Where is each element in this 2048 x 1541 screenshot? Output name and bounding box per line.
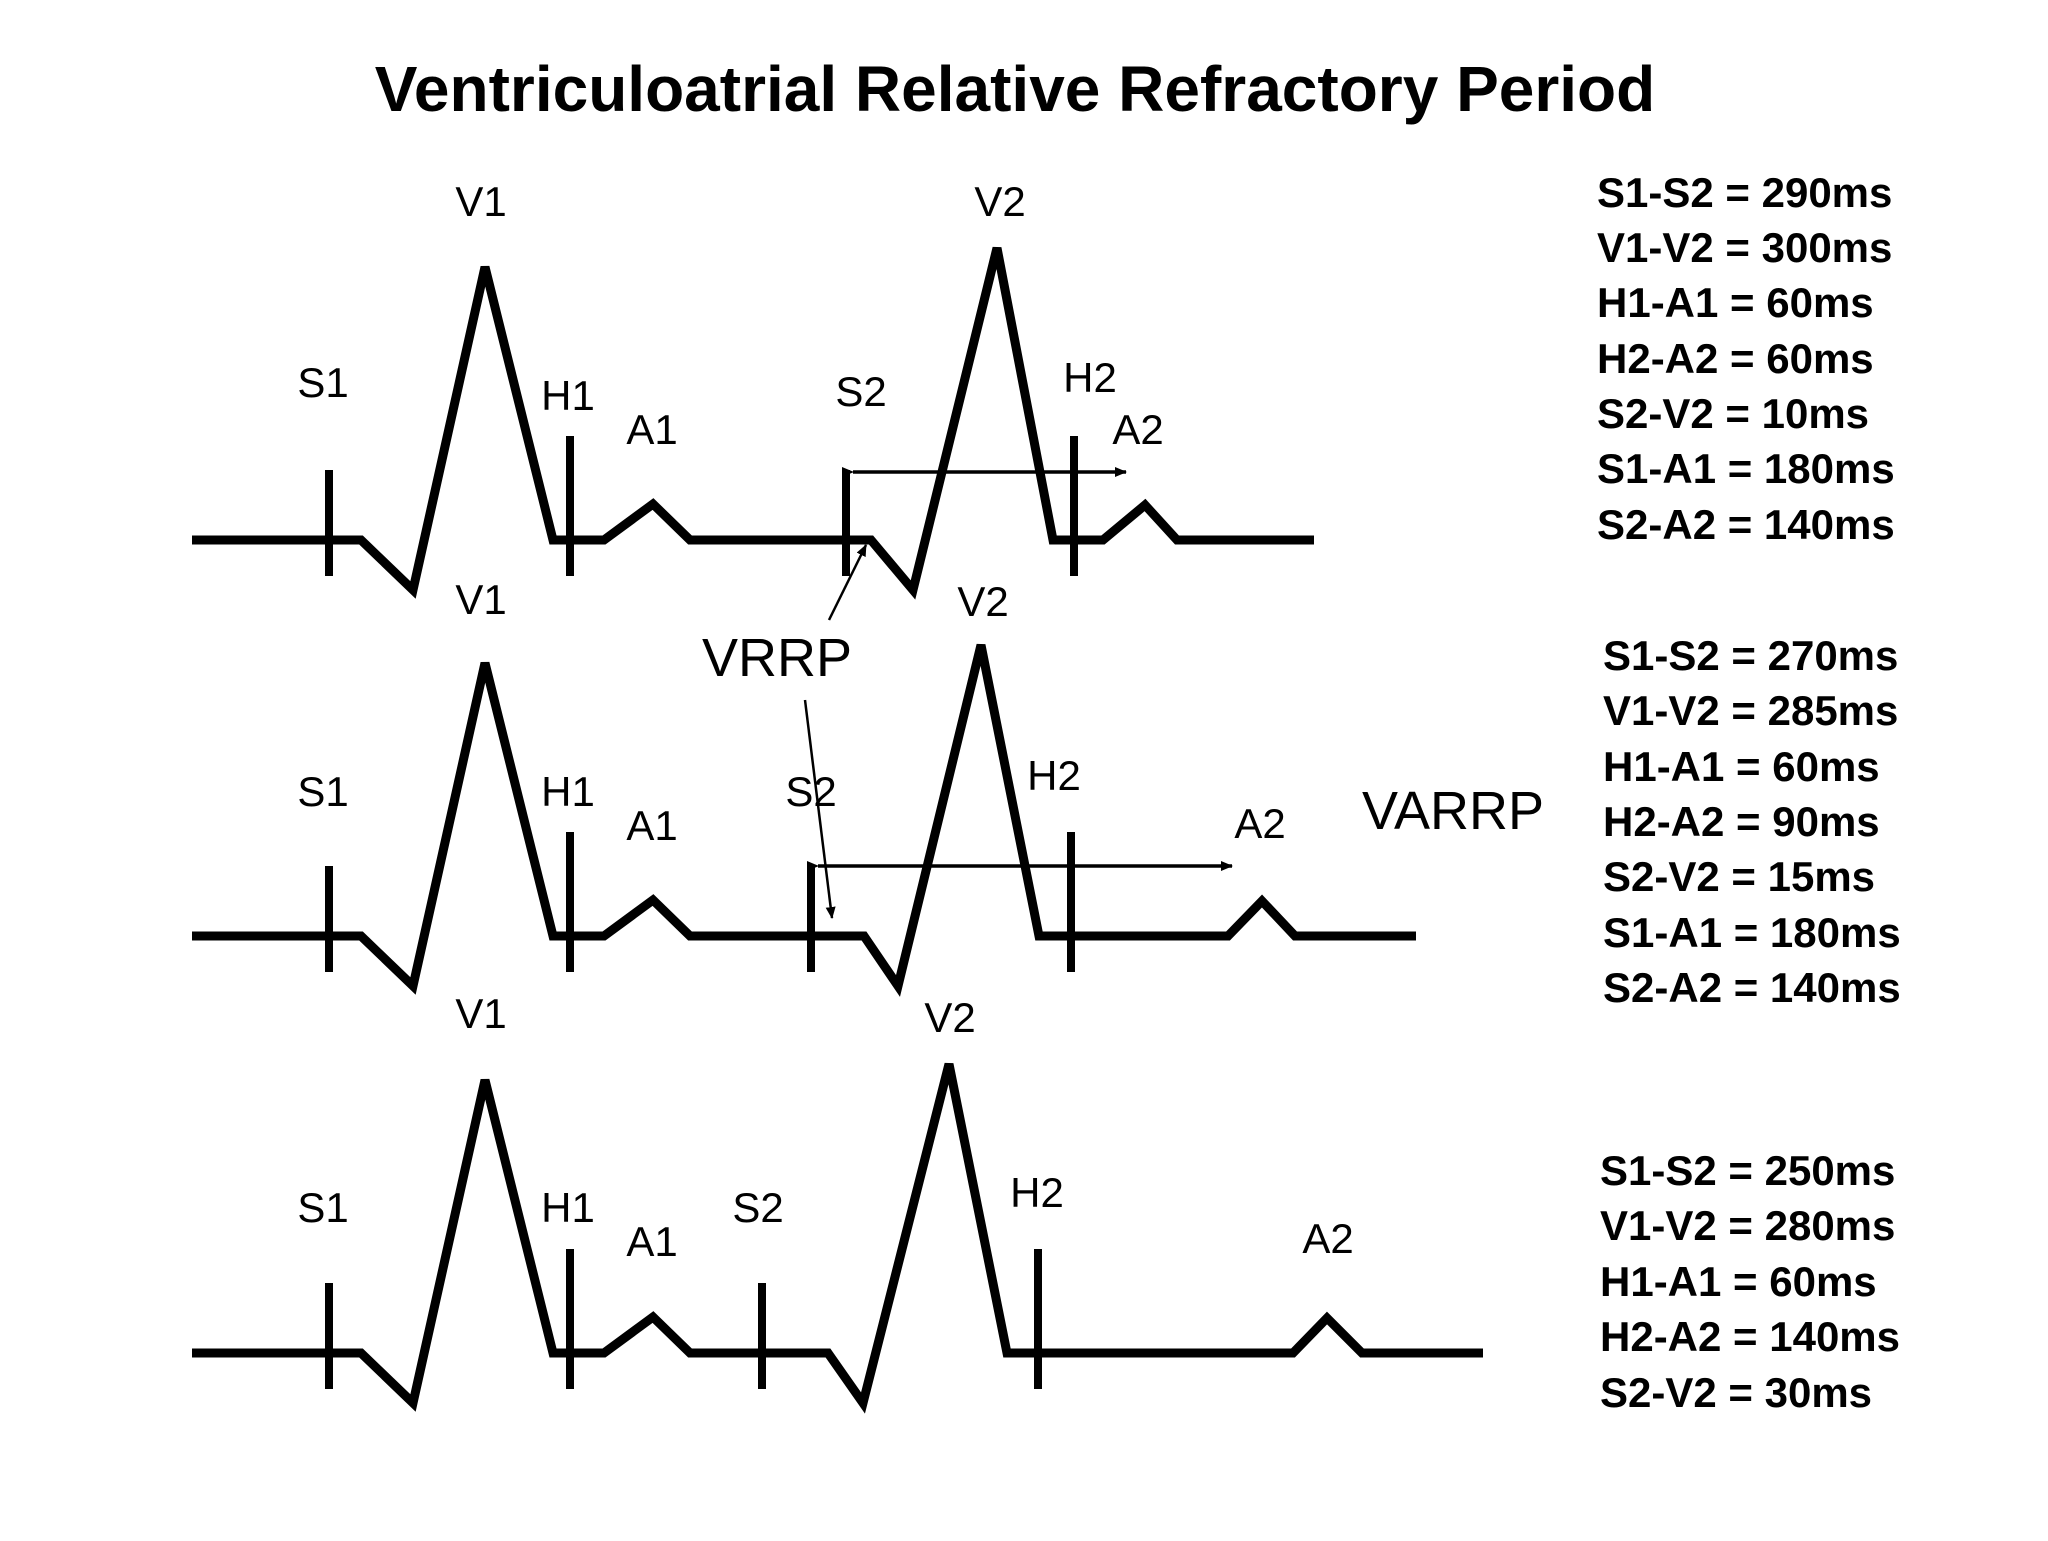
panel-3-measurements: S1-S2 = 250ms V1-V2 = 280ms H1-A1 = 60ms… <box>1600 1147 1900 1416</box>
panel-1-measurement: S2-V2 = 10ms <box>1597 390 1869 437</box>
panel-2-label-h2: H2 <box>1027 752 1081 799</box>
panel-1-label-s2: S2 <box>835 368 886 415</box>
panel-2-measurement: S2-V2 = 15ms <box>1603 853 1875 900</box>
panel-3-label-h2: H2 <box>1010 1169 1064 1216</box>
panel-2-measurement: V1-V2 = 285ms <box>1603 687 1898 734</box>
panel-3-label-h1: H1 <box>541 1184 595 1231</box>
panel-2-measurement: S1-S2 = 270ms <box>1603 632 1898 679</box>
panel-1-measurement: V1-V2 = 300ms <box>1597 224 1892 271</box>
vrrp-label: VRRP <box>702 628 852 688</box>
panel-1-label-h1: H1 <box>541 372 595 419</box>
panel-2-ecg-trace <box>192 643 1416 997</box>
panel-3-label-a2: A2 <box>1302 1215 1353 1262</box>
vrrp-pointer-upper <box>827 544 868 621</box>
panel-2-label-v2: V2 <box>957 578 1008 625</box>
vrrp-annotation: VRRP <box>702 544 868 919</box>
panel-1-label-a1: A1 <box>626 406 677 453</box>
panel-3-measurement: H1-A1 = 60ms <box>1600 1258 1877 1305</box>
panel-1-measurements: S1-S2 = 290ms V1-V2 = 300ms H1-A1 = 60ms… <box>1597 169 1895 548</box>
panel-3-label-s1: S1 <box>297 1184 348 1231</box>
panel-1-measurement: H2-A2 = 60ms <box>1597 335 1874 382</box>
panel-2-measurement: H2-A2 = 90ms <box>1603 798 1880 845</box>
panel-2-measurement: H1-A1 = 60ms <box>1603 743 1880 790</box>
panel-1-label-h2: H2 <box>1063 354 1117 401</box>
panel-2-label-h1: H1 <box>541 768 595 815</box>
panel-3-label-v1: V1 <box>455 990 506 1037</box>
panel-3-label-a1: A1 <box>626 1218 677 1265</box>
panel-1-label-a2: A2 <box>1112 406 1163 453</box>
panel-2-label-s2: S2 <box>785 768 836 815</box>
panel-3-label-v2: V2 <box>924 994 975 1041</box>
panel-2-label-v1: V1 <box>455 576 506 623</box>
panel-1-measurement: S2-A2 = 140ms <box>1597 501 1895 548</box>
panel-3-measurement: S2-V2 = 30ms <box>1600 1369 1872 1416</box>
panel-3-label-s2: S2 <box>732 1184 783 1231</box>
panel-2-measurement: S1-A1 = 180ms <box>1603 909 1901 956</box>
panel-3-measurement: S1-S2 = 250ms <box>1600 1147 1895 1194</box>
panel-2-measurements: S1-S2 = 270ms V1-V2 = 285ms H1-A1 = 60ms… <box>1603 632 1901 1011</box>
panel-2-label-s1: S1 <box>297 768 348 815</box>
panel-2-label-a2: A2 <box>1234 800 1285 847</box>
panel-1-measurement: H1-A1 = 60ms <box>1597 279 1874 326</box>
panel-3-ecg-trace <box>192 1062 1483 1414</box>
panel-1-label-s1: S1 <box>297 359 348 406</box>
panel-2-label-a1: A1 <box>626 802 677 849</box>
vrrp-pointer-lower <box>803 699 836 919</box>
panel-1-measurement: S1-S2 = 290ms <box>1597 169 1892 216</box>
diagram-title: Ventriculoatrial Relative Refractory Per… <box>375 53 1655 125</box>
panel-1-label-v1: V1 <box>455 178 506 225</box>
panel-3: V1 S1 H1 A1 S2 V2 H2 A2 S1-S2 = 250ms V1… <box>192 990 1900 1416</box>
panel-3-measurement: H2-A2 = 140ms <box>1600 1313 1900 1360</box>
panel-1: V1 S1 H1 A1 S2 V2 H2 A2 S1-S2 = 290ms V1… <box>192 169 1895 600</box>
panel-3-measurement: V1-V2 = 280ms <box>1600 1202 1895 1249</box>
varrp-label: VARRP <box>1362 781 1544 841</box>
panel-1-ecg-trace <box>192 246 1314 600</box>
panel-2-measurement: S2-A2 = 140ms <box>1603 964 1901 1011</box>
panel-2: V1 S1 H1 A1 S2 V2 H2 A2 VARRP S1-S2 = 27… <box>192 576 1901 1011</box>
panel-1-label-v2: V2 <box>974 178 1025 225</box>
panel-1-measurement: S1-A1 = 180ms <box>1597 445 1895 492</box>
